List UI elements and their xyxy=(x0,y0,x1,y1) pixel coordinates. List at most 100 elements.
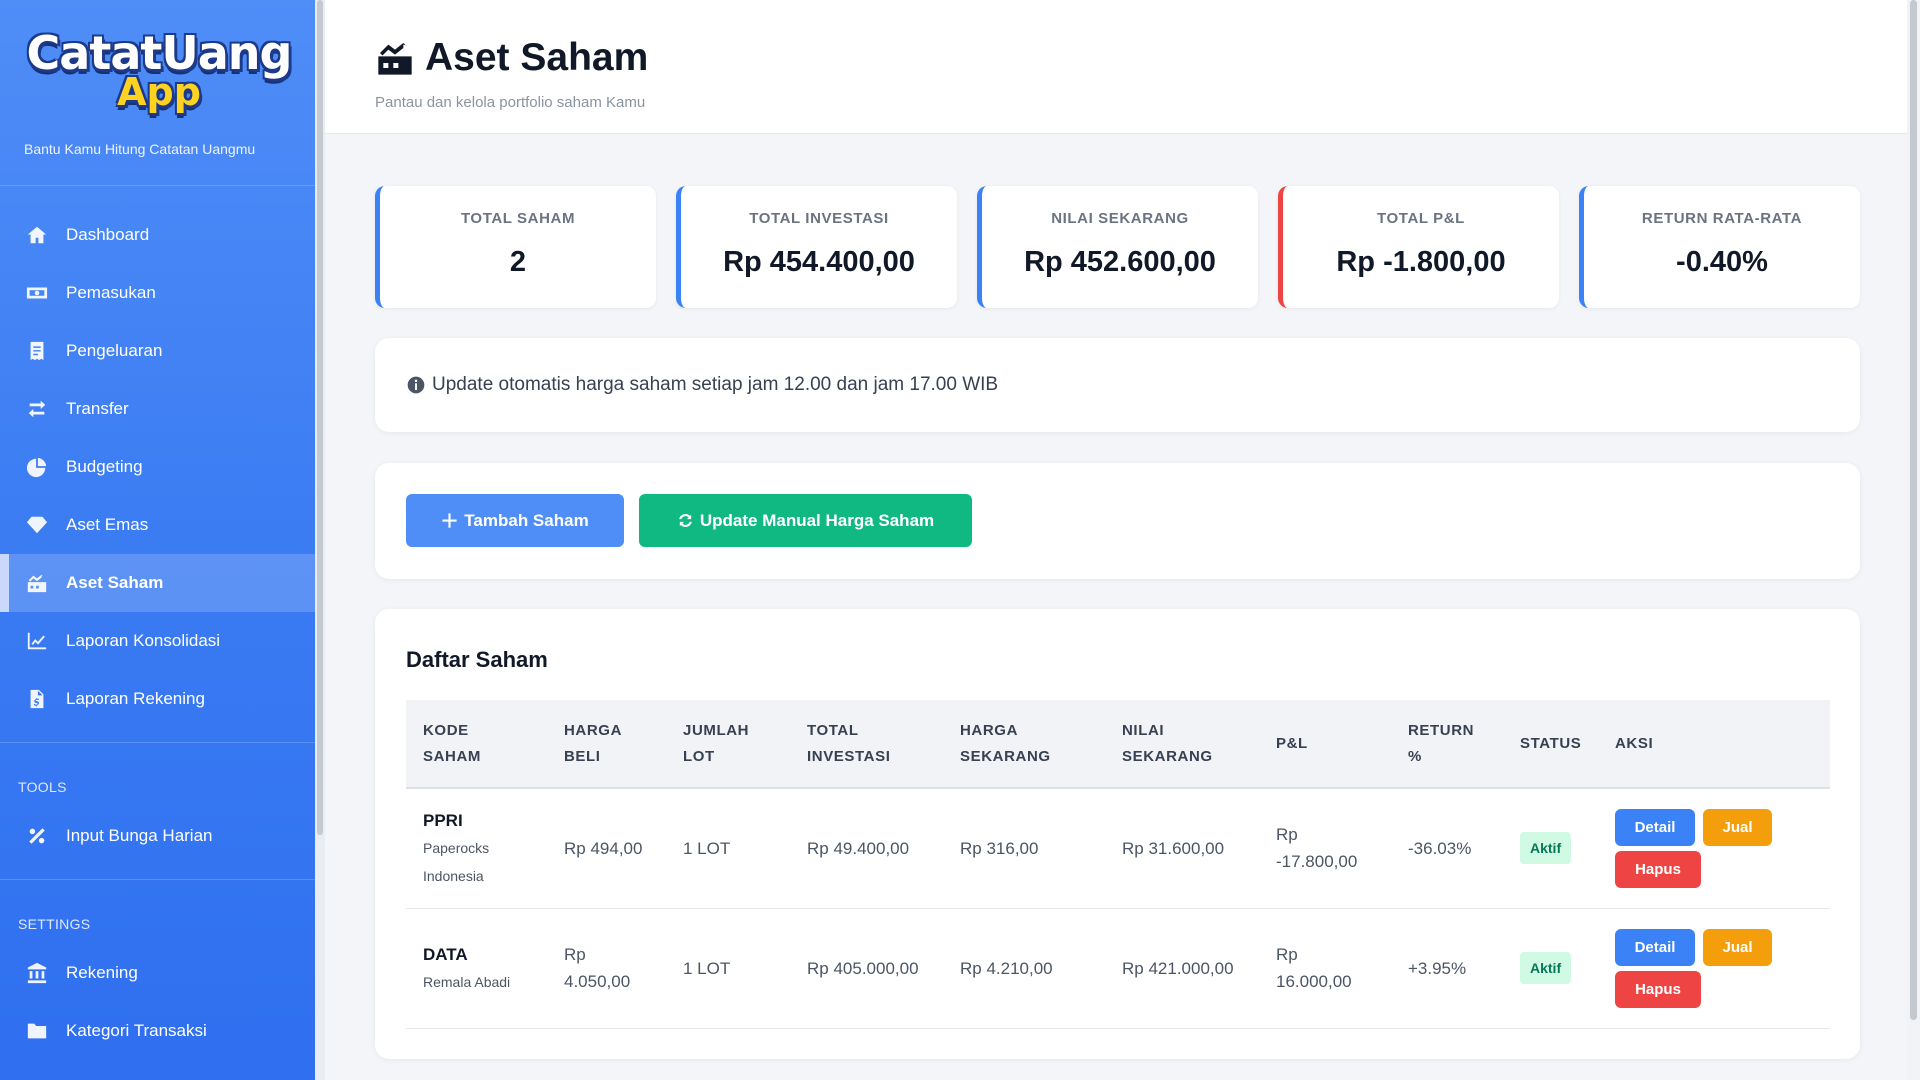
tagline: Bantu Kamu Hitung Catatan Uangmu xyxy=(24,141,256,157)
info-text: Update otomatis harga saham setiap jam 1… xyxy=(432,374,999,395)
stock-name: Paperocks Indonesia xyxy=(423,839,490,884)
column-header[interactable]: TOTAL INVESTASI xyxy=(790,700,943,789)
column-header[interactable]: KODE SAHAM xyxy=(406,700,547,789)
delete-button[interactable]: Hapus xyxy=(1615,970,1701,1008)
stat-value: Rp -1.800,00 xyxy=(1336,246,1506,278)
column-header[interactable]: P&L xyxy=(1259,700,1391,789)
column-header[interactable]: JUMLAH LOT xyxy=(666,700,790,789)
cell-current-value: Rp 31.600,00 xyxy=(1105,788,1259,909)
column-header[interactable]: HARGA SEKARANG xyxy=(943,700,1105,789)
sidebar-item-rekening[interactable]: Rekening xyxy=(0,944,315,1002)
sidebar-item-laporan-konsolidasi[interactable]: Laporan Konsolidasi xyxy=(0,612,315,670)
percent-icon xyxy=(29,828,45,844)
file-invoice-icon xyxy=(30,689,44,709)
transfer-icon xyxy=(28,400,46,418)
update-price-label: Update Manual Harga Saham xyxy=(699,510,935,530)
stat-value: 2 xyxy=(509,246,527,278)
folder-icon xyxy=(27,1023,47,1039)
detail-button[interactable]: Detail xyxy=(1615,808,1695,846)
cell-pl: Rp 16.000,00 xyxy=(1259,908,1391,1029)
sidebar-item-pemasukan[interactable]: Pemasukan xyxy=(0,264,315,322)
column-header[interactable]: STATUS xyxy=(1503,700,1598,789)
sidebar-item-input-bunga-harian[interactable]: Input Bunga Harian xyxy=(0,807,315,865)
column-header[interactable]: RETURN% xyxy=(1391,700,1503,789)
sidebar-item-label: Laporan Rekening xyxy=(66,689,205,708)
page-scrollbar[interactable] xyxy=(1907,0,1920,1080)
cell-actions: Detail Jual Hapus xyxy=(1598,788,1830,909)
scrollbar-thumb[interactable] xyxy=(317,0,323,835)
table-row: PPRI Paperocks Indonesia Rp 494,00 1 LOT … xyxy=(406,788,1830,909)
table-header-row: KODE SAHAM HARGA BELI JUMLAH LOT TOTAL INVES… xyxy=(406,700,1830,789)
stat-value: -0.40% xyxy=(1676,246,1768,278)
stock-list-card: Daftar Saham KODE SAHAM HARGA BELI JUMLAH L… xyxy=(375,609,1860,1059)
sidebar-item-laporan-rekening[interactable]: Laporan Rekening xyxy=(0,670,315,728)
refresh-icon xyxy=(679,514,692,527)
stock-code: DATA xyxy=(423,944,468,964)
sidebar-item-kategori-transaksi[interactable]: Kategori Transaksi xyxy=(0,1002,315,1060)
cell-status: Aktif xyxy=(1503,908,1598,1029)
column-header[interactable]: HARGA BELI xyxy=(547,700,666,789)
sidebar-item-aset-emas[interactable]: Aset Emas xyxy=(0,496,315,554)
app-logo[interactable]: CatatUang App xyxy=(24,30,294,120)
stats-row: TOTAL SAHAM 2 TOTAL INVESTASI Rp 454.400… xyxy=(375,186,1860,308)
sidebar-item-label: Rekening xyxy=(66,963,138,982)
stat-card-total-investasi: TOTAL INVESTASI Rp 454.400,00 xyxy=(676,186,957,308)
stat-card-total-saham: TOTAL SAHAM 2 xyxy=(375,186,656,308)
stock-icon xyxy=(27,574,47,593)
brand: CatatUang App Bantu Kamu Hitung Catatan … xyxy=(0,0,315,186)
page-subtitle: Pantau dan kelola portfolio saham Kamu xyxy=(375,94,646,111)
main-content: Aset Saham Pantau dan kelola portfolio s… xyxy=(325,0,1907,1080)
sidebar-item-label: Laporan Konsolidasi xyxy=(66,631,221,650)
stat-label: TOTAL P&L xyxy=(1377,210,1465,227)
stat-value: Rp 452.600,00 xyxy=(1024,246,1216,278)
sidebar-item-pengeluaran[interactable]: Pengeluaran xyxy=(0,322,315,380)
cell-stock: DATA Remala Abadi xyxy=(406,908,547,1029)
delete-button[interactable]: Hapus xyxy=(1615,850,1701,888)
sidebar-item-label: Aset Saham xyxy=(66,573,164,592)
stat-label: NILAI SEKARANG xyxy=(1051,210,1189,227)
cell-total: Rp 49.400,00 xyxy=(790,788,943,909)
column-header[interactable]: NILAI SEKARANG xyxy=(1105,700,1259,789)
cell-pl: Rp -17.800,00 xyxy=(1259,788,1391,909)
sidebar-item-label: Input Bunga Harian xyxy=(66,826,213,845)
column-header: AKSI xyxy=(1598,700,1830,789)
cell-buy-price: Rp 4.050,00 xyxy=(547,908,666,1029)
update-price-button[interactable]: Update Manual Harga Saham xyxy=(639,494,972,547)
sidebar-item-budgeting[interactable]: Budgeting xyxy=(0,438,315,496)
stock-icon xyxy=(378,43,412,75)
actions-card: Tambah Saham Update Manual Harga Saham xyxy=(375,463,1860,579)
table-row: DATA Remala Abadi Rp 4.050,00 1 LOT Rp 40… xyxy=(406,908,1830,1029)
sidebar-item-transfer[interactable]: Transfer xyxy=(0,380,315,438)
money-icon xyxy=(26,287,48,299)
cell-current-value: Rp 421.000,00 xyxy=(1105,908,1259,1029)
cell-return: -36.03% xyxy=(1391,788,1503,909)
cell-return: +3.95% xyxy=(1391,908,1503,1029)
detail-button[interactable]: Detail xyxy=(1615,928,1695,966)
line-chart-icon xyxy=(27,632,47,650)
cell-lot: 1 LOT xyxy=(666,788,790,909)
scrollbar-thumb[interactable] xyxy=(1910,0,1917,1020)
cell-status: Aktif xyxy=(1503,788,1598,909)
sidebar-scrollbar[interactable] xyxy=(315,0,325,1080)
divider xyxy=(0,879,315,880)
add-stock-button[interactable]: Tambah Saham xyxy=(406,494,624,547)
pie-icon xyxy=(26,457,47,478)
sell-button[interactable]: Jual xyxy=(1703,928,1772,966)
stat-label: RETURN RATA-RATA xyxy=(1641,210,1803,227)
cell-current-price: Rp 4.210,00 xyxy=(943,908,1105,1029)
status-badge: Aktif xyxy=(1520,952,1572,984)
sidebar-item-aset-saham[interactable]: Aset Saham xyxy=(0,554,315,612)
main-nav: Dashboard Pemasukan Pengeluaran Transfer… xyxy=(0,186,315,728)
section-title-settings: SETTINGS xyxy=(18,916,91,932)
gem-icon xyxy=(26,516,48,534)
logo-text-main: CatatUang xyxy=(26,26,293,80)
status-badge: Aktif xyxy=(1520,832,1572,865)
sell-button[interactable]: Jual xyxy=(1703,808,1772,846)
sidebar-item-dashboard[interactable]: Dashboard xyxy=(0,206,315,264)
stock-name: Remala Abadi xyxy=(423,973,511,990)
stock-code: PPRI xyxy=(423,810,463,830)
stat-card-return-rata-rata: RETURN RATA-RATA -0.40% xyxy=(1579,186,1860,308)
sidebar-item-label: Aset Emas xyxy=(66,515,149,534)
logo-text-app: App xyxy=(117,70,201,114)
stat-value: Rp 454.400,00 xyxy=(723,246,915,278)
